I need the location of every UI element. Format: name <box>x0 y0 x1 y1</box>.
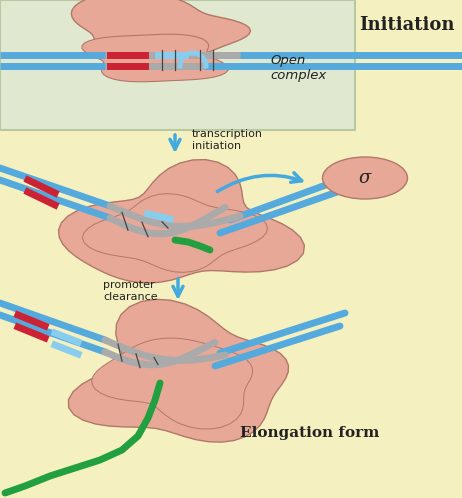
Polygon shape <box>82 194 267 272</box>
Text: Elongation form: Elongation form <box>240 426 380 440</box>
Text: promoter
clearance: promoter clearance <box>103 280 158 302</box>
Text: σ: σ <box>359 169 371 187</box>
Polygon shape <box>71 0 250 63</box>
Text: transcription
initiation: transcription initiation <box>192 129 263 151</box>
Polygon shape <box>68 299 288 442</box>
Bar <box>0 0 355 130</box>
Text: Open
complex: Open complex <box>270 54 326 82</box>
Polygon shape <box>92 338 253 429</box>
Polygon shape <box>59 160 304 283</box>
Ellipse shape <box>322 157 407 199</box>
Polygon shape <box>82 34 228 82</box>
Text: Initiation: Initiation <box>359 16 455 34</box>
